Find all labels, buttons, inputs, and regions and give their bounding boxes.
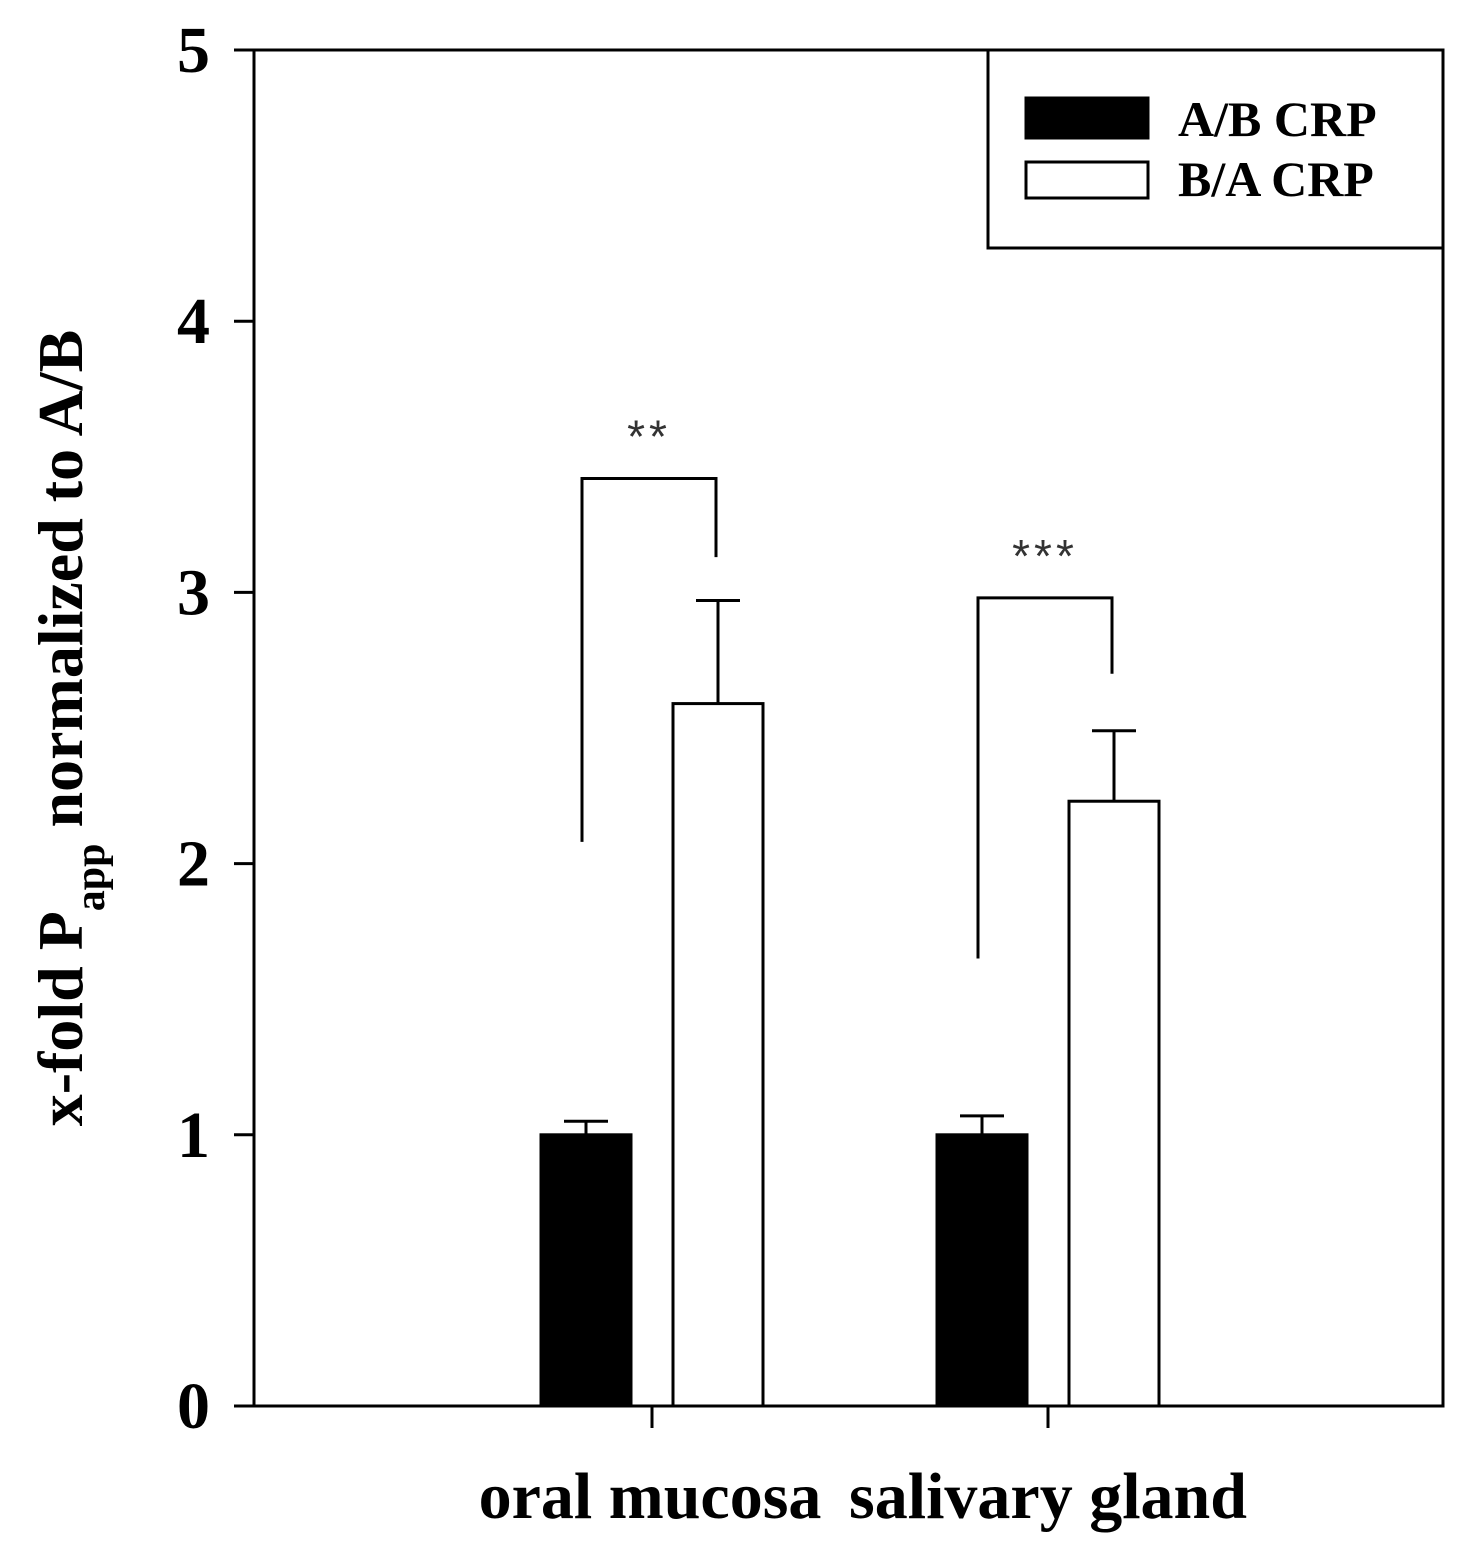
legend-label-ba-crp: B/A CRP: [1178, 151, 1374, 207]
bar-0-0: [539, 1133, 633, 1408]
bar-1-0: [671, 702, 765, 1408]
legend-swatch-ab-crp: [1024, 96, 1150, 140]
y-axis-ticks: 0 1 2 3 4 5: [177, 14, 254, 1443]
bars: [539, 599, 1161, 1408]
x-category-label-0: oral mucosa: [479, 1460, 822, 1533]
significance-label-1: ***: [1012, 530, 1078, 582]
legend-label-ab-crp: A/B CRP: [1178, 91, 1377, 147]
y-tick-label-1: 1: [177, 1099, 210, 1172]
y-axis-title-prefix: x-fold P: [25, 911, 96, 1126]
y-tick-label-4: 4: [177, 285, 210, 358]
bar-0-1: [935, 1133, 1029, 1408]
y-tick-label-5: 5: [177, 14, 210, 87]
significance-label-0: **: [627, 410, 671, 462]
significance-bracket-0: [580, 476, 718, 842]
y-axis-title-suffix: normalized to A/B: [25, 330, 96, 844]
plot-frame: [252, 48, 1445, 1408]
x-category-label-1: salivary gland: [849, 1460, 1247, 1533]
y-axis-title-subscript: app: [68, 843, 114, 911]
legend: A/B CRP B/A CRP: [986, 50, 1443, 250]
significance-brackets: *****: [580, 410, 1114, 959]
y-tick-label-3: 3: [177, 556, 210, 629]
x-axis-ticks: oral mucosa salivary gland: [479, 1406, 1247, 1533]
legend-box: [986, 50, 1443, 250]
significance-bracket-1: [976, 596, 1114, 959]
y-tick-label-2: 2: [177, 828, 210, 901]
bar-1-1: [1067, 799, 1161, 1408]
y-axis-title: x-fold Papp normalized to A/B: [25, 330, 114, 1127]
y-tick-label-0: 0: [177, 1370, 210, 1443]
legend-swatch-ba-crp: [1024, 160, 1150, 200]
